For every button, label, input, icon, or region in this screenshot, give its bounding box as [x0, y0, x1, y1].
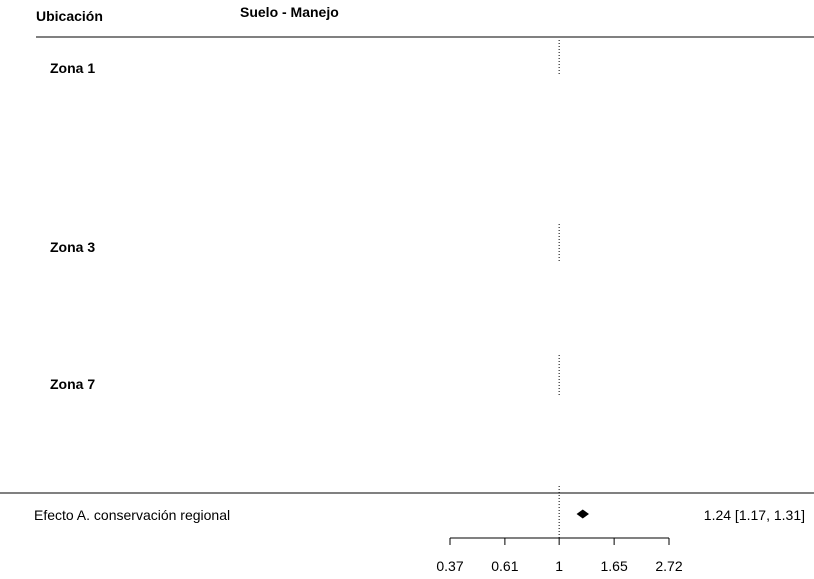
- summary-estimate-text: 1.24 [1.17, 1.31]: [704, 507, 805, 523]
- header-ubicacion: Ubicación: [36, 8, 103, 24]
- x-axis-tick-label: 0.37: [436, 558, 463, 574]
- summary-label: Efecto A. conservación regional: [34, 507, 230, 523]
- zone-label-1: Zona 1: [50, 60, 95, 76]
- x-axis-tick-label: 1: [555, 558, 563, 574]
- x-axis-tick-label: 0.61: [491, 558, 518, 574]
- x-axis: 0.37 0.61 1 1.65 2.72: [436, 537, 683, 574]
- zone-label-3: Zona 3: [50, 239, 95, 255]
- summary-diamond: [576, 509, 589, 519]
- header-suelo-manejo: Suelo - Manejo: [240, 4, 339, 20]
- zone-label-7: Zona 7: [50, 376, 95, 392]
- x-axis-tick-label: 1.65: [601, 558, 628, 574]
- x-axis-tick-label: 2.72: [655, 558, 682, 574]
